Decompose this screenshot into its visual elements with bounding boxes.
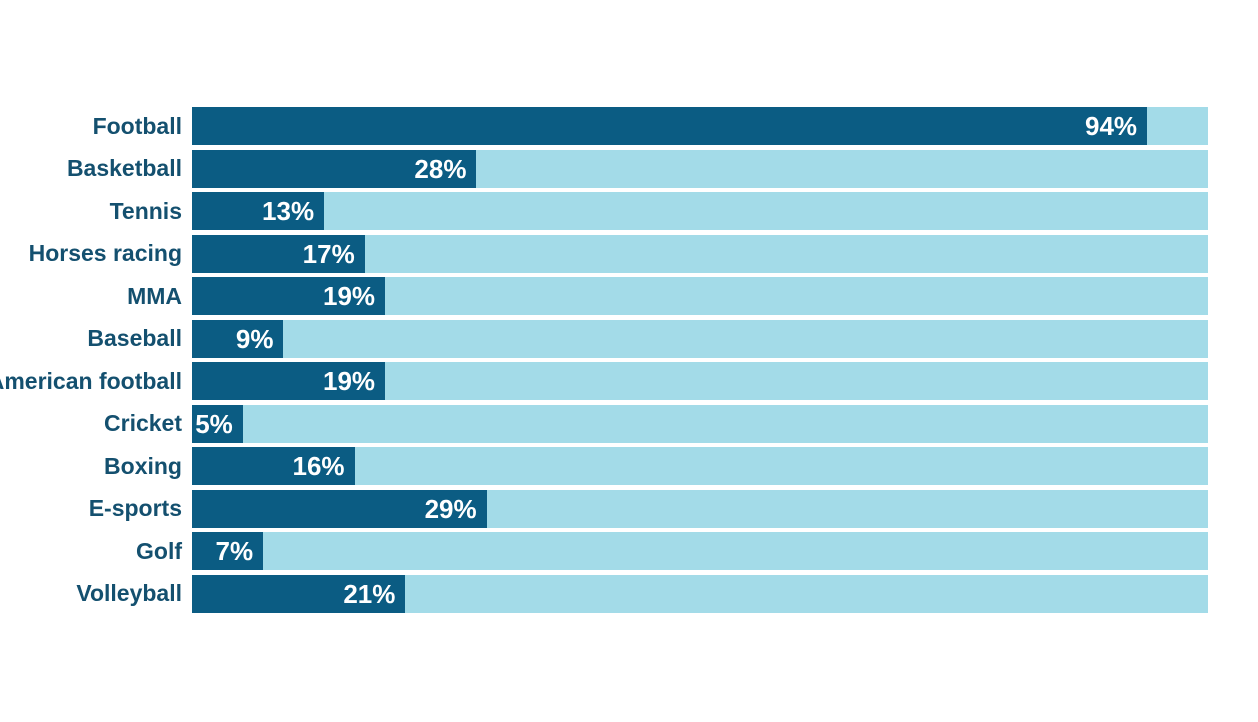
value-label: 17% xyxy=(302,238,355,269)
bar-track: 7% xyxy=(192,532,1208,570)
bar-track: 19% xyxy=(192,277,1208,315)
chart-row: Cricket 5% xyxy=(0,404,1208,443)
chart-row: Golf 7% xyxy=(0,532,1208,570)
chart-row: American football 19% xyxy=(0,362,1208,400)
bar: 19% xyxy=(192,277,386,315)
bar-track: 21% xyxy=(192,574,1208,613)
bar: 5% xyxy=(192,404,243,443)
category-label: Cricket xyxy=(104,410,182,436)
value-label: 94% xyxy=(1084,111,1138,141)
chart-row: Football 94% xyxy=(0,107,1208,145)
category-label: Horses racing xyxy=(28,240,182,266)
value-label: 21% xyxy=(343,578,396,609)
category-label: MMA xyxy=(127,282,182,309)
bar: 13% xyxy=(192,192,325,230)
bar: 28% xyxy=(192,149,477,188)
bar-track: 13% xyxy=(192,192,1208,230)
category-label: Boxing xyxy=(104,452,182,479)
bar: 29% xyxy=(192,489,487,528)
bar-track: 19% xyxy=(192,362,1208,400)
bar-track: 28% xyxy=(192,149,1208,188)
bar: 17% xyxy=(192,234,365,273)
value-label: 13% xyxy=(262,196,315,226)
value-label: 19% xyxy=(322,281,376,311)
category-label: Football xyxy=(92,112,182,139)
chart-row: Tennis 13% xyxy=(0,192,1208,230)
chart-row: Boxing 16% xyxy=(0,447,1208,485)
chart-row: Horses racing 17% xyxy=(0,234,1208,273)
category-label: Basketball xyxy=(66,155,182,181)
value-label: 29% xyxy=(424,493,477,524)
bar-chart-rows: Football 94% Basketball 28% Tennis 13% H… xyxy=(0,107,1208,613)
category-label: Golf xyxy=(136,537,182,564)
bar: 16% xyxy=(192,447,355,485)
value-label: 19% xyxy=(322,366,376,396)
bar: 9% xyxy=(192,319,284,358)
bar: 19% xyxy=(192,362,386,400)
category-label: Tennis xyxy=(109,197,182,224)
value-label: 7% xyxy=(215,536,254,566)
chart-row: E-sports 29% xyxy=(0,489,1208,528)
value-label: 28% xyxy=(414,153,467,184)
bar: 7% xyxy=(192,532,264,570)
category-label: American football xyxy=(0,367,182,394)
bar-track: 17% xyxy=(192,234,1208,273)
bar-track: 16% xyxy=(192,447,1208,485)
bar-track: 5% xyxy=(192,404,1208,443)
bar-track: 29% xyxy=(192,489,1208,528)
chart-row: MMA 19% xyxy=(0,277,1208,315)
chart-row: Basketball 28% xyxy=(0,149,1208,188)
value-label: 9% xyxy=(235,323,274,354)
category-label: E-sports xyxy=(88,495,182,521)
bar-track: 9% xyxy=(192,319,1208,358)
bar-track: 94% xyxy=(192,107,1208,145)
value-label: 5% xyxy=(195,408,233,439)
chart-row: Baseball 9% xyxy=(0,319,1208,358)
category-label: Baseball xyxy=(87,325,182,351)
value-label: 16% xyxy=(292,451,345,481)
bar: 94% xyxy=(192,107,1148,145)
chart-row: Volleyball 21% xyxy=(0,574,1208,613)
category-label: Volleyball xyxy=(76,580,182,606)
bar: 21% xyxy=(192,574,406,613)
